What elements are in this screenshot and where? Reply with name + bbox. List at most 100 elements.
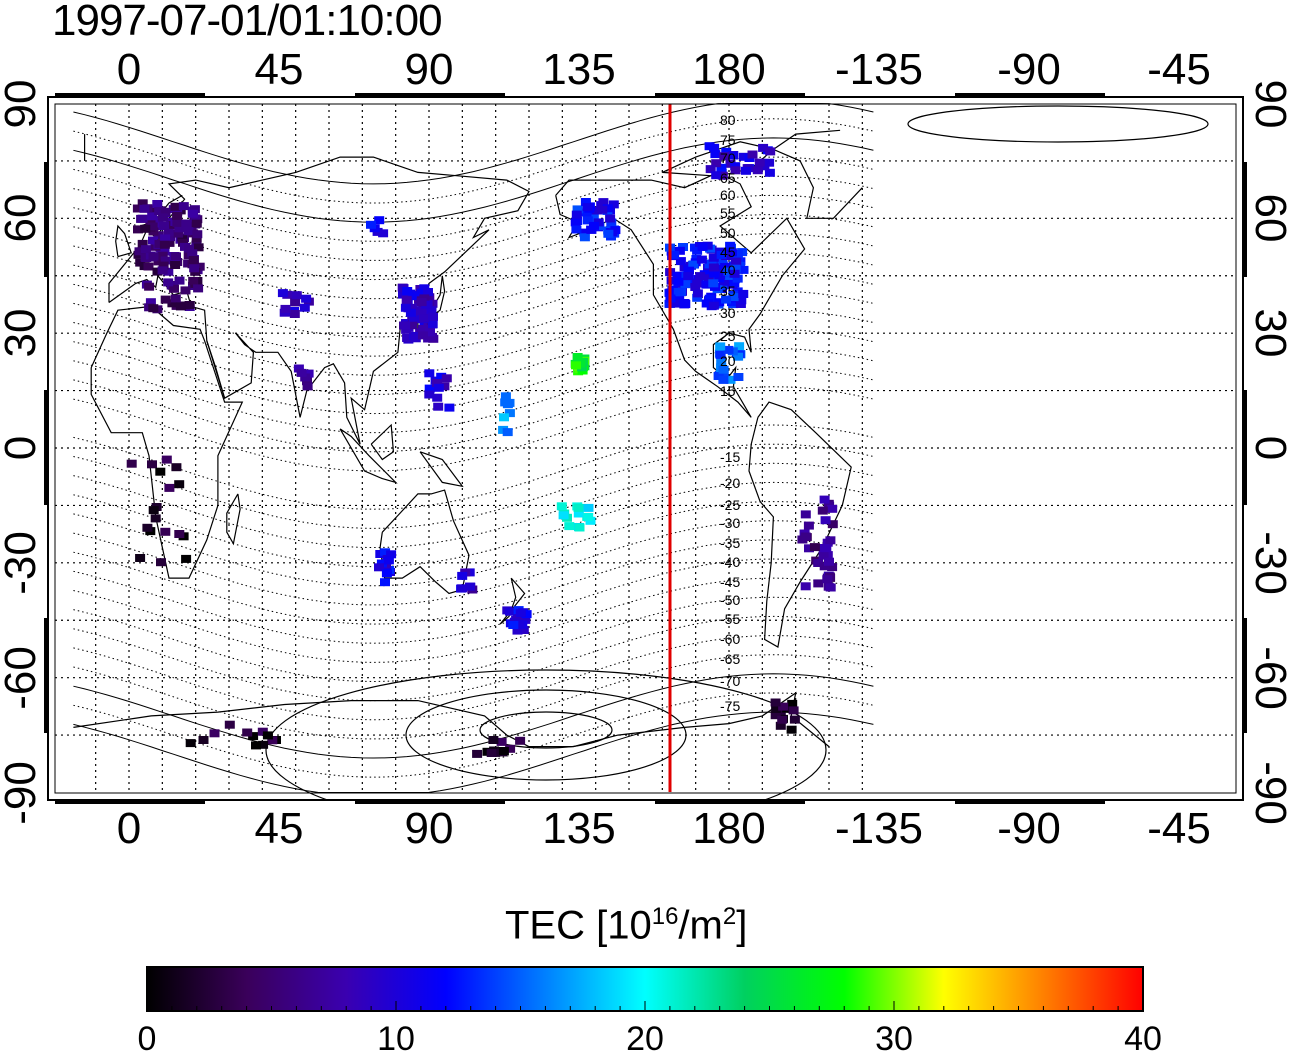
tec-point bbox=[738, 152, 749, 161]
tec-point bbox=[502, 428, 513, 437]
tec-point bbox=[583, 513, 594, 521]
top-longitude-tick-label: 45 bbox=[255, 45, 304, 94]
magnetic-latitude-label: -50 bbox=[720, 592, 740, 608]
tec-point bbox=[728, 151, 738, 160]
tec-point bbox=[800, 510, 811, 519]
tec-point bbox=[738, 265, 749, 274]
tec-point bbox=[160, 256, 171, 265]
left-latitude-tick-label: 30 bbox=[0, 309, 45, 358]
magnetic-latitude-label: 45 bbox=[720, 244, 736, 260]
magnetic-latitude-label: 60 bbox=[720, 187, 736, 203]
tec-point bbox=[719, 277, 730, 286]
magnetic-latitude-label: 35 bbox=[720, 283, 736, 299]
tec-point bbox=[697, 242, 708, 251]
tec-point bbox=[148, 304, 159, 313]
tec-point bbox=[725, 241, 736, 250]
top-longitude-tick-label: 135 bbox=[542, 45, 615, 94]
tec-point bbox=[137, 214, 148, 223]
tec-point bbox=[813, 579, 824, 588]
tec-point bbox=[730, 166, 741, 175]
tec-point bbox=[154, 239, 165, 248]
tec-point bbox=[598, 198, 609, 207]
tec-point bbox=[721, 295, 731, 304]
tec-point bbox=[716, 250, 727, 259]
tec-point bbox=[224, 720, 235, 729]
tec-point bbox=[408, 313, 419, 322]
tec-point bbox=[192, 230, 203, 239]
right-latitude-labels: 90 60 30 0 -30 -60 -90 bbox=[1246, 80, 1292, 825]
tec-point bbox=[764, 168, 775, 177]
tec-point bbox=[708, 253, 719, 262]
tec-point bbox=[140, 245, 151, 254]
tec-point bbox=[280, 304, 291, 313]
tec-point bbox=[178, 238, 188, 247]
tec-point bbox=[603, 229, 614, 238]
tec-point bbox=[436, 372, 447, 381]
coastline-path bbox=[206, 340, 226, 399]
tec-point bbox=[147, 207, 158, 216]
tec-point bbox=[582, 216, 593, 225]
tec-point bbox=[441, 374, 452, 383]
magnetic-latitude-label: -70 bbox=[720, 673, 740, 689]
tec-point bbox=[674, 246, 685, 255]
tec-point bbox=[262, 731, 273, 740]
coastline-path bbox=[419, 451, 464, 488]
tec-point bbox=[708, 269, 719, 278]
right-latitude-tick-label: 60 bbox=[1246, 194, 1292, 243]
tec-point bbox=[183, 227, 194, 236]
tec-point bbox=[190, 214, 201, 223]
tec-point bbox=[708, 301, 719, 310]
magnetic-latitude-label: 20 bbox=[720, 353, 736, 369]
top-longitude-tick-label: 90 bbox=[405, 45, 454, 94]
tec-point bbox=[170, 294, 181, 303]
tec-point bbox=[747, 150, 758, 159]
tec-point bbox=[708, 279, 719, 288]
tec-point bbox=[160, 295, 171, 304]
top-longitude-tick-label: -90 bbox=[997, 45, 1061, 94]
tec-point bbox=[133, 225, 143, 234]
tec-point bbox=[666, 276, 677, 285]
tec-point bbox=[427, 332, 437, 341]
tec-point bbox=[775, 721, 786, 730]
right-latitude-tick-label: 30 bbox=[1246, 309, 1292, 358]
tec-point bbox=[508, 621, 519, 629]
coastline-path bbox=[339, 428, 398, 484]
tec-point bbox=[731, 257, 742, 266]
tec-point bbox=[147, 222, 158, 231]
tec-point bbox=[171, 252, 181, 261]
right-latitude-tick-label: 0 bbox=[1246, 436, 1292, 460]
coastline-path bbox=[84, 129, 863, 219]
tec-point bbox=[821, 544, 832, 553]
magnetic-latitude-contour bbox=[73, 596, 874, 683]
tec-point bbox=[723, 267, 734, 276]
magnetic-latitude-contour bbox=[73, 539, 874, 625]
magnetic-latitude-label: 15 bbox=[720, 383, 736, 399]
tec-point bbox=[583, 503, 594, 512]
left-latitude-tick-label: -60 bbox=[0, 646, 45, 710]
tec-point bbox=[178, 202, 189, 211]
tec-point bbox=[290, 298, 301, 307]
tec-point bbox=[184, 244, 194, 253]
magnetic-latitude-contour bbox=[73, 577, 874, 663]
tec-point bbox=[378, 229, 389, 238]
colorbar-tick-label: 40 bbox=[1124, 1020, 1162, 1058]
tec-point bbox=[159, 240, 170, 249]
magnetic-latitude-contour bbox=[73, 156, 874, 242]
magnetic-latitude-contour bbox=[73, 233, 874, 319]
tec-point bbox=[153, 231, 164, 240]
tec-point bbox=[172, 211, 183, 220]
tec-point bbox=[770, 711, 781, 720]
tec-point bbox=[465, 582, 475, 591]
magnetic-latitude-contour bbox=[73, 692, 874, 778]
tec-point bbox=[608, 200, 619, 209]
tec-point bbox=[736, 296, 747, 305]
tec-point bbox=[160, 527, 171, 536]
tec-point bbox=[423, 288, 433, 296]
tec-point bbox=[411, 292, 422, 301]
tec-point bbox=[406, 303, 417, 312]
tec-point bbox=[711, 171, 722, 180]
tec-point bbox=[669, 250, 680, 259]
tec-point bbox=[512, 626, 523, 635]
tec-point bbox=[733, 373, 744, 381]
tec-point bbox=[242, 728, 253, 737]
